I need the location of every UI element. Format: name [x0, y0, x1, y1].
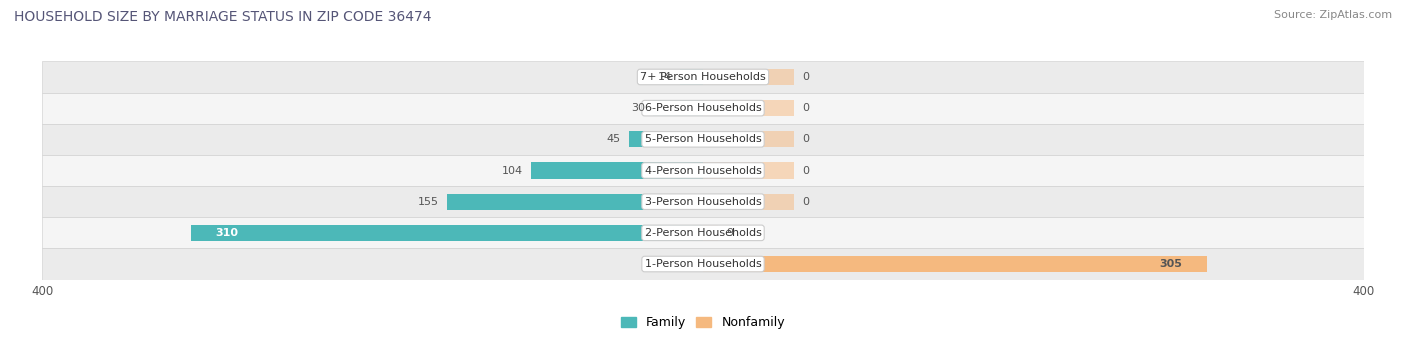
Text: 104: 104 [502, 165, 523, 176]
Bar [703, 69, 794, 85]
Text: 4-Person Households: 4-Person Households [644, 165, 762, 176]
Bar [42, 61, 1364, 92]
Bar [42, 249, 1364, 280]
Bar [42, 155, 1364, 186]
Bar [191, 225, 703, 241]
Bar [703, 131, 794, 147]
Bar [703, 100, 794, 116]
Bar [42, 92, 1364, 124]
Text: 2-Person Households: 2-Person Households [644, 228, 762, 238]
Bar [628, 131, 703, 147]
Bar [703, 194, 794, 210]
Text: 155: 155 [418, 197, 439, 207]
Bar [703, 162, 794, 179]
Bar [531, 162, 703, 179]
Text: 14: 14 [658, 72, 672, 82]
Text: 5-Person Households: 5-Person Households [644, 134, 762, 144]
Text: HOUSEHOLD SIZE BY MARRIAGE STATUS IN ZIP CODE 36474: HOUSEHOLD SIZE BY MARRIAGE STATUS IN ZIP… [14, 10, 432, 24]
Bar [681, 69, 703, 85]
Text: 3-Person Households: 3-Person Households [644, 197, 762, 207]
Bar [42, 217, 1364, 249]
Legend: Family, Nonfamily: Family, Nonfamily [616, 311, 790, 335]
Text: Source: ZipAtlas.com: Source: ZipAtlas.com [1274, 10, 1392, 20]
Bar [42, 186, 1364, 217]
Bar [447, 194, 703, 210]
Text: 9: 9 [725, 228, 734, 238]
Text: 0: 0 [801, 134, 808, 144]
Text: 0: 0 [801, 197, 808, 207]
Bar [42, 124, 1364, 155]
Text: 45: 45 [606, 134, 620, 144]
Bar [703, 225, 718, 241]
Text: 6-Person Households: 6-Person Households [644, 103, 762, 113]
Text: 0: 0 [801, 72, 808, 82]
Bar [654, 100, 703, 116]
Text: 30: 30 [631, 103, 645, 113]
Text: 310: 310 [215, 228, 239, 238]
Text: 1-Person Households: 1-Person Households [644, 259, 762, 269]
Text: 7+ Person Households: 7+ Person Households [640, 72, 766, 82]
Text: 0: 0 [801, 165, 808, 176]
Bar [703, 256, 1206, 272]
Text: 305: 305 [1159, 259, 1182, 269]
Text: 0: 0 [801, 103, 808, 113]
